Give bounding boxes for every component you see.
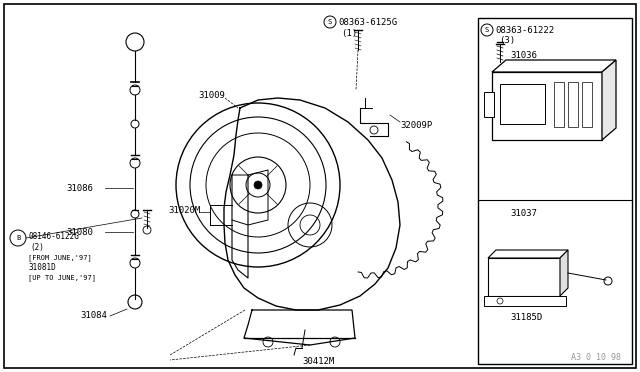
Text: (2): (2)	[30, 243, 44, 251]
Text: 31036: 31036	[510, 51, 537, 60]
Text: 31009: 31009	[198, 90, 225, 99]
Polygon shape	[560, 250, 568, 296]
Text: 31185D: 31185D	[510, 314, 542, 323]
Polygon shape	[602, 60, 616, 140]
Text: 31020M: 31020M	[168, 205, 200, 215]
Text: S: S	[485, 27, 489, 33]
Circle shape	[254, 181, 262, 189]
Text: 30412M: 30412M	[302, 357, 334, 366]
Text: 31086: 31086	[66, 183, 93, 192]
Text: 31037: 31037	[510, 208, 537, 218]
Bar	[478, 18, 632, 364]
Polygon shape	[488, 250, 568, 258]
Text: 31084: 31084	[80, 311, 107, 321]
Text: 31081D: 31081D	[28, 263, 56, 273]
Bar	[492, 72, 602, 140]
Bar	[500, 84, 545, 124]
Bar	[484, 296, 566, 306]
Text: 32009P: 32009P	[400, 121, 432, 129]
Text: (3): (3)	[499, 35, 515, 45]
Bar	[568, 82, 578, 127]
Text: A3 0 10 98: A3 0 10 98	[571, 353, 621, 362]
Text: (1): (1)	[341, 29, 357, 38]
Text: [UP TO JUNE,'97]: [UP TO JUNE,'97]	[28, 275, 96, 281]
Bar	[582, 82, 592, 127]
Polygon shape	[492, 60, 616, 72]
Bar	[554, 82, 564, 127]
Text: S: S	[328, 19, 332, 25]
Text: [FROM JUNE,'97]: [FROM JUNE,'97]	[28, 254, 92, 262]
Text: B: B	[16, 235, 20, 241]
Bar	[484, 92, 494, 117]
Text: 08363-61222: 08363-61222	[495, 26, 554, 35]
Bar	[488, 258, 560, 296]
Text: 08363-6125G: 08363-6125G	[338, 17, 397, 26]
Text: 31080: 31080	[66, 228, 93, 237]
Text: 08146-6122G: 08146-6122G	[28, 231, 79, 241]
